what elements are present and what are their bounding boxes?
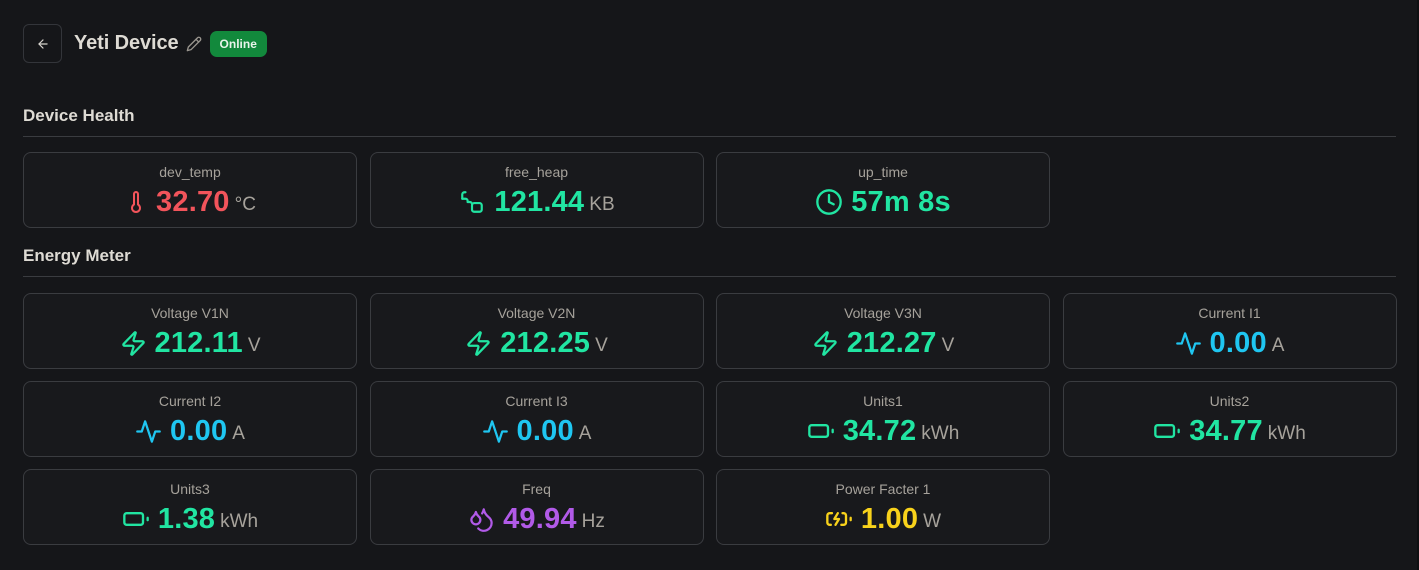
metric-card-free-heap: free_heap 121.44 KB [369,152,704,228]
metric-unit: Hz [581,511,605,532]
device-health-section: Device Health dev_temp 32.70 °C free_hea… [23,106,1396,228]
metric-label: Current I2 [158,393,222,409]
metric-value: 49.94 [503,503,577,535]
metric-unit: kWh [220,511,259,532]
metric-card-current-i2: Current I2 0.00 A [23,381,357,457]
energy-grid: Voltage V1N 212.11 V Voltage V2N 212.25 [23,293,1397,545]
metric-card-current-i1: Current I1 0.00 A [1062,293,1397,369]
activity-icon [135,414,162,448]
metric-label: Freq [522,481,551,497]
page-title: Yeti Device [74,32,179,54]
metric-value: 0.00 [1209,327,1267,359]
metric-unit: kWh [1267,423,1306,444]
section-title: Energy Meter [23,246,131,265]
battery-icon [122,502,150,536]
metric-unit: V [941,335,955,356]
battery-icon [1153,414,1181,448]
arrow-left-icon [36,37,50,51]
metric-value: 1.00 [860,503,919,535]
metric-card-up-time: up_time 57m 8s [716,152,1050,228]
metric-card-units2: Units2 34.77 kWh [1062,381,1397,457]
metric-value: 212.11 [154,327,243,359]
battery-charging-icon [825,502,853,536]
metric-unit: V [595,335,608,356]
metric-label: Voltage V1N [151,305,229,321]
metric-value: 32.70 [156,186,230,218]
status-badge: Online [209,30,267,57]
health-grid: dev_temp 32.70 °C free_heap 121.44 KB [23,152,1396,228]
metric-value: 34.72 [842,415,917,447]
metric-card-freq: Freq 49.94 Hz [369,469,704,545]
metric-value: 121.44 [494,186,585,218]
metric-label: free_heap [504,164,569,180]
divider [23,276,1396,277]
metric-unit: KB [589,194,615,215]
activity-icon [482,414,509,448]
metric-label: Units2 [1209,393,1250,409]
metric-value: 57m 8s [851,186,951,218]
metric-unit: A [232,423,245,444]
metric-label: Voltage V3N [844,305,922,321]
metric-label: Units3 [170,481,210,497]
page-header: Yeti Device Online [23,24,1396,63]
metric-value: 212.27 [846,327,937,359]
metric-card-units3: Units3 1.38 kWh [23,469,357,545]
back-button[interactable] [23,24,62,63]
metric-label: up_time [858,164,908,180]
memory-blocks-icon [458,185,486,219]
battery-icon [807,414,835,448]
metric-label: Voltage V2N [497,305,576,321]
metric-card-voltage-v1n: Voltage V1N 212.11 V [23,293,357,369]
zap-icon [812,326,839,360]
metric-unit: A [1271,335,1285,356]
scrollbar-gutter [1417,0,1419,570]
metric-card-dev-temp: dev_temp 32.70 °C [23,152,357,228]
metric-unit: A [578,423,592,444]
device-page: Yeti Device Online Device Health dev_tem… [23,24,1397,545]
metric-card-units1: Units1 34.72 kWh [716,381,1050,457]
energy-meter-section: Energy Meter Voltage V1N 212.11 V Voltag… [23,246,1397,545]
section-title: Device Health [23,106,135,125]
pencil-icon[interactable] [186,36,202,52]
metric-card-voltage-v2n: Voltage V2N 212.25 V [369,293,704,369]
activity-icon [1175,326,1202,360]
metric-unit: kWh [921,423,960,444]
metric-label: dev_temp [159,164,221,180]
zap-icon [465,326,492,360]
metric-value: 1.38 [157,503,216,535]
divider [23,136,1396,137]
metric-value: 212.25 [500,327,591,359]
thermometer-icon [124,185,148,219]
zap-icon [120,326,147,360]
droplets-icon [468,502,495,536]
metric-label: Current I3 [505,393,568,409]
metric-value: 0.00 [170,415,228,447]
metric-unit: V [247,335,261,356]
metric-unit: °C [234,194,256,215]
metric-card-current-i3: Current I3 0.00 A [369,381,704,457]
metric-value: 34.77 [1189,415,1263,447]
metric-label: Current I1 [1198,305,1261,321]
metric-value: 0.00 [516,415,574,447]
metric-unit: W [923,511,942,532]
metric-card-voltage-v3n: Voltage V3N 212.27 V [716,293,1050,369]
clock-icon [815,185,843,219]
metric-label: Units1 [863,393,903,409]
metric-card-power-factor-1: Power Facter 1 1.00 W [716,469,1050,545]
metric-label: Power Facter 1 [835,481,931,497]
